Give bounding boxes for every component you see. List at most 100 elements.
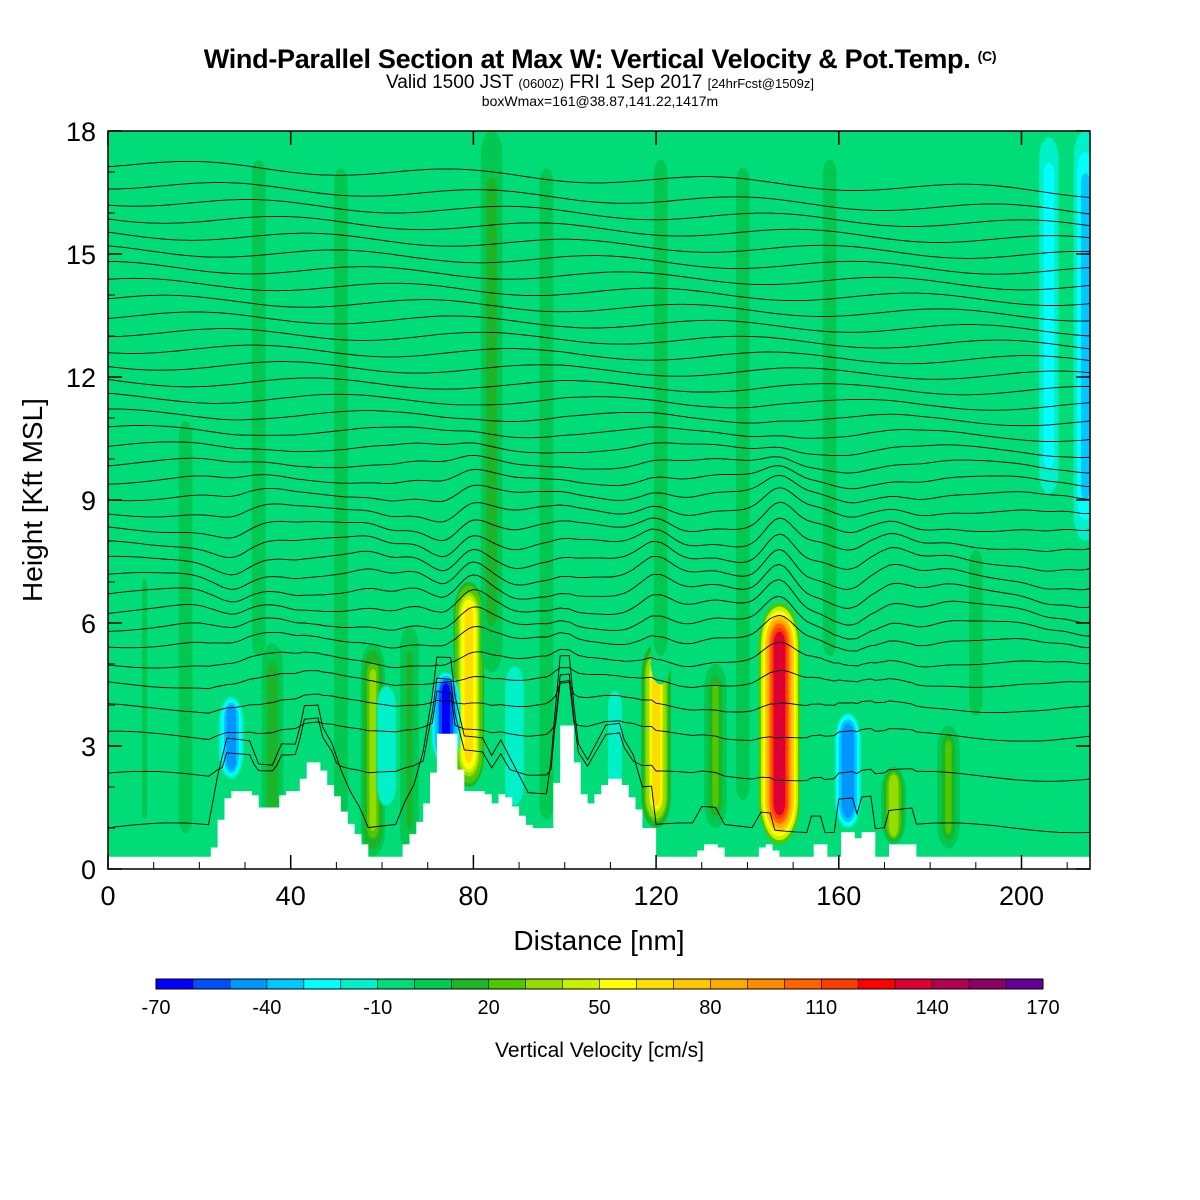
colorbar-swatch (488, 979, 527, 989)
isentrope-line (108, 533, 1090, 576)
isentrope-line (108, 465, 1090, 490)
isentrope-line (108, 564, 1090, 609)
colorbar-title: Vertical Velocity [cm/s] (495, 1039, 704, 1062)
isentrope-line (108, 441, 1090, 458)
y-tick-label: 12 (66, 363, 96, 393)
isentrope-line (108, 277, 1090, 306)
isentrope-line (108, 260, 1090, 291)
downdraft-cell-layer (383, 699, 390, 793)
isentrope-line (108, 245, 1090, 275)
x-tick-label: 120 (634, 881, 679, 911)
downdraft-cell-layer (227, 706, 235, 769)
colorbar-swatch (710, 979, 748, 989)
isentrope-line (108, 408, 1090, 427)
x-tick-label: 80 (458, 881, 488, 911)
colorbar-swatch (747, 979, 785, 989)
x-tick-label: 40 (276, 881, 306, 911)
updraft-cell-layer (269, 669, 276, 832)
updraft-cell-layer (973, 563, 979, 704)
isentrope-line (108, 667, 1090, 690)
colorbar-label: 140 (915, 997, 948, 1019)
isentrope-line (108, 182, 1090, 215)
colorbar-swatch (303, 979, 342, 989)
isentrope-line (108, 294, 1090, 322)
isentropes (108, 160, 1090, 834)
downdraft-cell-layer (612, 699, 618, 793)
plot-area: 0 40 80 120 160 200 0 3 6 9 12 15 18 Distance [nm] Hei… (17, 117, 1091, 1062)
colorbar-swatch (1006, 979, 1044, 989)
y-tick-label: 6 (81, 609, 96, 639)
box-max-info: boxWmax=161@38.87,141.22,1417m (481, 93, 719, 109)
updraft-cell-layer (141, 578, 148, 819)
isentrope-line (108, 487, 1090, 523)
downdraft-cell-layer (844, 726, 852, 815)
updraft-cell-layer (890, 775, 898, 836)
updraft-cell-layer (464, 606, 474, 763)
colorbar-swatch (599, 979, 637, 989)
isentrope-line (108, 680, 1090, 742)
updraft-cell-layer (712, 683, 719, 809)
colorbar-swatch (377, 979, 416, 989)
x-axis-title: Distance [nm] (513, 925, 684, 956)
copyright-mark: (C) (977, 48, 997, 64)
isentrope-line (108, 681, 1090, 714)
isentrope-line (108, 344, 1090, 365)
y-tick-label: 0 (81, 855, 96, 885)
colorbar-label: 80 (699, 997, 721, 1019)
valid-date: FRI 1 Sep 2017 (569, 72, 703, 93)
terrain (108, 725, 1090, 869)
isentrope-line (108, 425, 1090, 442)
colorbar-swatch (858, 979, 896, 989)
isentrope-line (108, 160, 1090, 198)
isentrope-line (108, 501, 1090, 542)
colorbar-swatch (969, 979, 1007, 989)
downdraft-cell-layer (511, 681, 518, 791)
isentrope-line (108, 454, 1090, 474)
updraft-cell-layer (406, 651, 413, 829)
forecast-info: [24hrFcst@1509z] (707, 76, 814, 91)
y-axis-title: Height [Kft MSL] (17, 398, 48, 602)
chart-title: Wind-Parallel Section at Max W: Vertical… (203, 44, 997, 74)
isentrope-line (108, 361, 1090, 380)
updraft-cell-layer (740, 215, 746, 752)
colorbar-label: -70 (142, 997, 171, 1019)
colorbar-label: 110 (805, 997, 837, 1019)
isentrope-line (108, 377, 1090, 396)
isentrope-line (108, 311, 1090, 337)
colorbar-label: 50 (588, 997, 610, 1019)
colorbar-swatch (451, 979, 490, 989)
x-tick-label: 200 (999, 881, 1044, 911)
isentrope-line (108, 392, 1090, 411)
y-tick-label: 3 (81, 732, 96, 762)
isentrope-line (108, 517, 1090, 559)
updraft-cell-layer (657, 197, 664, 619)
isentrope-line (108, 614, 1090, 652)
isentrope-line (108, 641, 1090, 669)
colorbar-swatch (229, 979, 268, 989)
valid-zulu: (0600Z) (518, 76, 564, 91)
y-tick-label: 18 (66, 117, 96, 147)
updraft-cell-layer (773, 631, 786, 816)
isentrope-line (108, 655, 1090, 834)
colorbar-swatch (414, 979, 453, 989)
colorbar-swatch (673, 979, 711, 989)
colorbar-swatch (192, 979, 231, 989)
updraft-cell-layer (826, 197, 833, 619)
updraft-cell-layer (651, 665, 661, 806)
isentrope-line (108, 328, 1090, 350)
colorbar-swatch (895, 979, 933, 989)
colorbar-swatch (340, 979, 379, 989)
updraft-cell-layer (543, 218, 550, 770)
updraft-cell-layer (369, 669, 377, 832)
colorbar-swatch (156, 979, 194, 989)
isentrope-line (108, 215, 1090, 243)
updraft-cell-layer (255, 197, 262, 619)
valid-time-line: Valid 1500 JST (0600Z) FRI 1 Sep 2017 [2… (386, 72, 814, 93)
colorbar-label: -40 (252, 997, 281, 1019)
isentrope-line (108, 231, 1090, 259)
colorbar-label: 170 (1026, 997, 1059, 1019)
y-tick-label: 15 (66, 240, 96, 270)
colorbar-swatch (636, 979, 674, 989)
colorbar: -70 -40 -10 20 50 80 110 140 170 Vertical Velocit… (142, 978, 1060, 1062)
